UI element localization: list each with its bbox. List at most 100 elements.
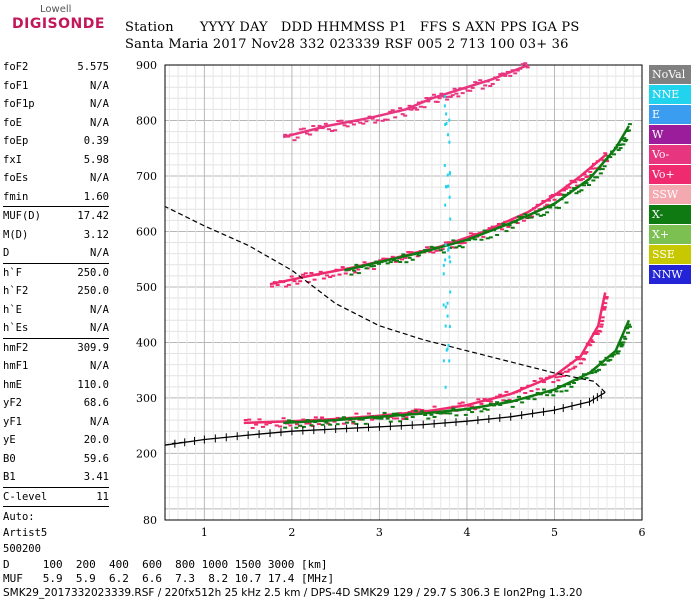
echo-mark [600, 316, 605, 319]
echo-mark [400, 258, 405, 261]
echo-mark [393, 260, 398, 263]
echo-mark [507, 224, 512, 227]
echo-mark [561, 375, 566, 378]
param-row: M(D) 3.12 [3, 226, 109, 245]
echo-mark [321, 277, 326, 280]
echo-mark [506, 225, 511, 228]
echo-mark [379, 417, 384, 420]
echo-mark [391, 259, 396, 262]
echo-mark [479, 402, 484, 405]
echo-mark [283, 133, 288, 136]
header-value: 713 [459, 37, 486, 52]
header-label: PPS [500, 20, 528, 35]
echo-mark [415, 108, 420, 111]
echo-mark [608, 156, 613, 159]
param-row: foE N/A [3, 114, 109, 133]
noise-mark [447, 343, 450, 347]
echo-mark [300, 273, 305, 276]
x-tick-label: 5 [551, 526, 558, 539]
param-name: MUF(D) [3, 210, 41, 223]
echo-mark [552, 198, 557, 201]
echo-mark [545, 394, 550, 397]
echo-mark [588, 170, 593, 173]
echo-mark [581, 373, 586, 376]
echo-mark [546, 199, 551, 202]
noise-mark [448, 118, 451, 122]
param-value: 309.9 [77, 341, 109, 354]
echo-mark [627, 123, 632, 126]
param-row: D N/A [3, 244, 109, 264]
echo-mark [602, 363, 607, 366]
echo-mark [523, 62, 528, 65]
echo-mark [289, 275, 294, 278]
noise-mark [446, 314, 449, 318]
param-value: 1.60 [83, 190, 109, 203]
echo-mark [457, 244, 462, 247]
echo-mark [603, 302, 608, 305]
noise-mark [445, 121, 448, 125]
x-tick-label: 2 [288, 526, 295, 539]
echo-mark [625, 327, 630, 330]
param-name: M(D) [3, 228, 29, 241]
echo-mark [385, 417, 390, 420]
echo-mark [441, 411, 446, 414]
echo-mark [278, 425, 283, 428]
echo-mark [342, 124, 347, 127]
echo-mark [457, 402, 462, 405]
echo-mark [532, 398, 537, 401]
echo-mark [615, 352, 620, 355]
echo-mark [448, 95, 453, 98]
echo-mark [370, 418, 375, 421]
echo-mark [401, 417, 406, 420]
echo-mark [286, 419, 291, 422]
echo-mark [608, 358, 613, 361]
noise-mark [444, 258, 447, 262]
echo-mark [575, 355, 580, 358]
noise-mark [444, 385, 447, 389]
echo-mark [482, 229, 487, 232]
param-value: 5.575 [77, 61, 109, 74]
echo-mark [456, 95, 461, 98]
echo-mark [295, 136, 300, 139]
noise-mark [448, 324, 451, 328]
echo-mark [373, 121, 378, 124]
echo-mark [452, 87, 457, 90]
echo-mark [422, 106, 427, 109]
echo-mark [559, 390, 564, 393]
echo-mark [388, 261, 393, 264]
echo-mark [275, 284, 280, 287]
header-label: IGA [531, 20, 558, 35]
echo-mark [354, 412, 359, 415]
echo-mark [325, 274, 330, 277]
echo-mark [446, 241, 451, 244]
echo-mark [341, 416, 346, 419]
echo-mark [523, 213, 528, 216]
echo-mark [488, 236, 493, 239]
echo-mark [482, 397, 487, 400]
echo-mark [554, 390, 559, 393]
echo-mark [476, 398, 481, 401]
echo-mark [586, 184, 591, 187]
echo-mark [439, 92, 444, 95]
echo-mark [600, 168, 605, 171]
echo-mark [584, 182, 589, 185]
echo-mark [454, 414, 459, 417]
echo-mark [488, 85, 493, 88]
echo-mark [369, 265, 374, 268]
echo-mark [556, 206, 561, 209]
echo-mark [561, 193, 566, 196]
param-value: 3.41 [83, 471, 109, 484]
y-tick-label: 80 [143, 514, 157, 527]
echo-mark [588, 344, 593, 347]
echo-mark [364, 120, 369, 123]
header-value: 332 [299, 37, 325, 52]
header-value: 100 [489, 37, 515, 52]
param-row: h`F 250.0 [3, 264, 109, 283]
echo-mark [498, 73, 503, 76]
header-value: Santa Maria [125, 37, 209, 52]
echo-mark [516, 395, 521, 398]
echo-mark [589, 371, 594, 374]
echo-mark [298, 424, 303, 427]
echo-mark [507, 398, 512, 401]
echo-mark [356, 272, 361, 275]
